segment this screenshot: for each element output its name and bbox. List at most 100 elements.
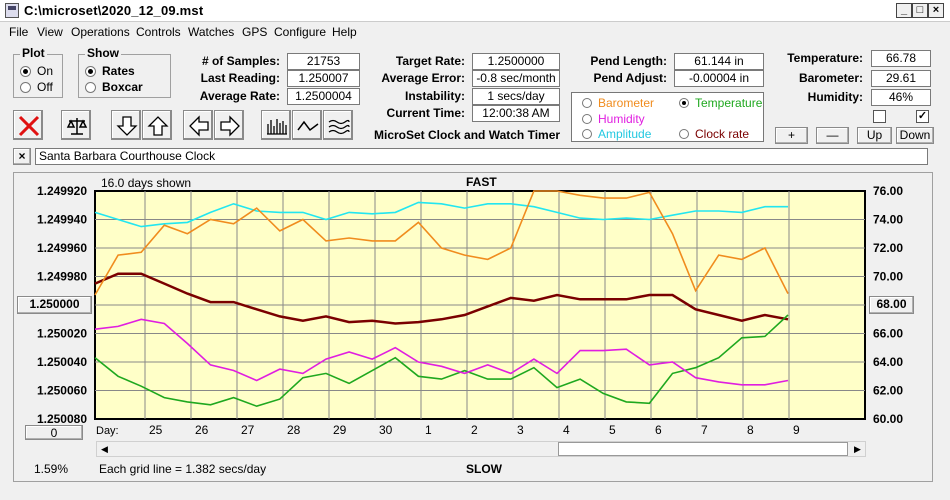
last-reading-label: Last Reading: bbox=[200, 71, 280, 85]
line-graph-button[interactable] bbox=[292, 110, 322, 140]
left-axis-tick: 1.250040 bbox=[37, 355, 87, 369]
stop-button[interactable] bbox=[13, 110, 43, 140]
right-axis-tick: 72.00 bbox=[873, 241, 903, 255]
radio-icon bbox=[85, 81, 96, 93]
current-time-field: 12:00:38 AM bbox=[472, 105, 560, 122]
right-axis-tick: 76.00 bbox=[873, 184, 903, 198]
bar-graph-icon bbox=[267, 119, 287, 135]
menu-bar: File View Operations Controls Watches GP… bbox=[0, 22, 950, 42]
menu-operations[interactable]: Operations bbox=[71, 25, 130, 39]
series-line-temperature bbox=[94, 314, 789, 408]
down-arrow-button[interactable] bbox=[111, 110, 141, 140]
left-axis-tick: 1.249960 bbox=[37, 241, 87, 255]
up-arrow-button[interactable] bbox=[142, 110, 172, 140]
day-tick-label: 5 bbox=[609, 423, 616, 437]
menu-help[interactable]: Help bbox=[332, 25, 357, 39]
right-arrow-button[interactable] bbox=[214, 110, 244, 140]
menu-file[interactable]: File bbox=[9, 25, 29, 39]
day-tick-label: 9 bbox=[793, 423, 800, 437]
average-error-label: Average Error: bbox=[381, 71, 465, 85]
red-x-icon bbox=[18, 115, 40, 137]
minus-button[interactable]: — bbox=[816, 127, 849, 144]
radio-icon bbox=[582, 129, 592, 139]
plot-on-radio[interactable]: On bbox=[20, 64, 53, 78]
plus-button[interactable]: + bbox=[775, 127, 808, 144]
balance-scale-icon bbox=[66, 118, 88, 135]
option-clock-rate[interactable]: Clock rate bbox=[679, 127, 749, 141]
instability-label: Instability: bbox=[404, 89, 465, 103]
scroll-right-icon[interactable]: ▶ bbox=[850, 442, 865, 456]
menu-controls[interactable]: Controls bbox=[136, 25, 181, 39]
scroll-left-icon[interactable]: ◀ bbox=[97, 442, 112, 456]
menu-gps[interactable]: GPS bbox=[242, 25, 268, 39]
day-tick-label: 6 bbox=[655, 423, 662, 437]
balance-button[interactable] bbox=[61, 110, 91, 140]
series-line-barometer bbox=[94, 190, 789, 296]
day-tick-label: 3 bbox=[517, 423, 524, 437]
arrow-right-icon bbox=[220, 115, 240, 137]
down-button[interactable]: Down bbox=[896, 127, 934, 144]
app-icon bbox=[5, 3, 19, 18]
days-shown-label: 16.0 days shown bbox=[101, 176, 192, 190]
minimize-button[interactable]: _ bbox=[896, 3, 912, 18]
window-title: C:\microset\2020_12_09.mst bbox=[24, 3, 204, 18]
plot-off-radio[interactable]: Off bbox=[20, 80, 53, 94]
show-group-title: Show bbox=[85, 46, 121, 60]
humidity-label: Humidity: bbox=[807, 90, 863, 104]
show-boxcar-radio[interactable]: Boxcar bbox=[85, 80, 143, 94]
option-barometer[interactable]: Barometer bbox=[582, 96, 654, 110]
show-rates-radio[interactable]: Rates bbox=[85, 64, 135, 78]
day-tick-label: 25 bbox=[149, 423, 163, 437]
option-temperature[interactable]: Temperature bbox=[679, 96, 762, 110]
left-axis-tick: 1.249940 bbox=[37, 213, 87, 227]
radio-icon bbox=[20, 81, 31, 93]
day-tick-label: 30 bbox=[379, 423, 393, 437]
right-axis-tick: 74.00 bbox=[873, 213, 903, 227]
series-line-amplitude bbox=[94, 201, 788, 228]
maximize-button[interactable]: □ bbox=[912, 3, 928, 18]
last-reading-field: 1.250007 bbox=[287, 70, 360, 87]
right-axis-tick: 62.00 bbox=[873, 384, 903, 398]
arrow-down-icon bbox=[116, 116, 138, 136]
slow-label: SLOW bbox=[466, 462, 502, 476]
current-time-label: Current Time: bbox=[386, 106, 465, 120]
option-amplitude[interactable]: Amplitude bbox=[582, 127, 651, 141]
temperature-field: 66.78 bbox=[871, 50, 931, 67]
horizontal-scrollbar[interactable]: ◀ ▶ bbox=[96, 441, 866, 457]
menu-view[interactable]: View bbox=[37, 25, 63, 39]
clock-name-field[interactable]: Santa Barbara Courthouse Clock bbox=[35, 148, 928, 165]
series-line-humidity bbox=[94, 318, 789, 386]
clear-name-button[interactable]: × bbox=[13, 148, 31, 165]
arrow-up-icon bbox=[147, 116, 169, 136]
barometer-field: 29.61 bbox=[871, 70, 931, 87]
option-checkbox-1[interactable] bbox=[873, 110, 886, 123]
bar-graph-button[interactable] bbox=[261, 110, 291, 140]
target-rate-field[interactable]: 1.2500000 bbox=[472, 53, 560, 70]
left-reference-button[interactable]: 1.250000 bbox=[17, 296, 92, 314]
day-tick-label: 7 bbox=[701, 423, 708, 437]
left-axis-tick: 1.249920 bbox=[37, 184, 87, 198]
option-checkbox-2[interactable]: ✓ bbox=[916, 110, 929, 123]
barometer-label: Barometer: bbox=[798, 71, 863, 85]
plot-group: Plot bbox=[13, 46, 63, 98]
fast-label: FAST bbox=[466, 175, 497, 189]
samples-field: 21753 bbox=[287, 53, 360, 70]
day-tick-label: 4 bbox=[563, 423, 570, 437]
right-reference-button[interactable]: 68.00 bbox=[869, 296, 914, 314]
menu-watches[interactable]: Watches bbox=[188, 25, 235, 39]
menu-configure[interactable]: Configure bbox=[274, 25, 327, 39]
up-button[interactable]: Up bbox=[857, 127, 892, 144]
chart-panel bbox=[13, 172, 933, 482]
pend-length-field[interactable]: 61.144 in bbox=[674, 53, 764, 70]
temperature-label: Temperature: bbox=[787, 51, 863, 65]
pend-adjust-label: Pend Adjust: bbox=[593, 71, 667, 85]
scroll-thumb[interactable] bbox=[558, 442, 848, 456]
left-arrow-button[interactable] bbox=[183, 110, 213, 140]
close-window-button[interactable]: × bbox=[928, 3, 944, 18]
option-humidity[interactable]: Humidity bbox=[582, 112, 645, 126]
right-axis-tick: 70.00 bbox=[873, 270, 903, 284]
wave-graph-button[interactable] bbox=[323, 110, 353, 140]
zero-button[interactable]: 0 bbox=[25, 425, 83, 440]
day-tick-label: 2 bbox=[471, 423, 478, 437]
